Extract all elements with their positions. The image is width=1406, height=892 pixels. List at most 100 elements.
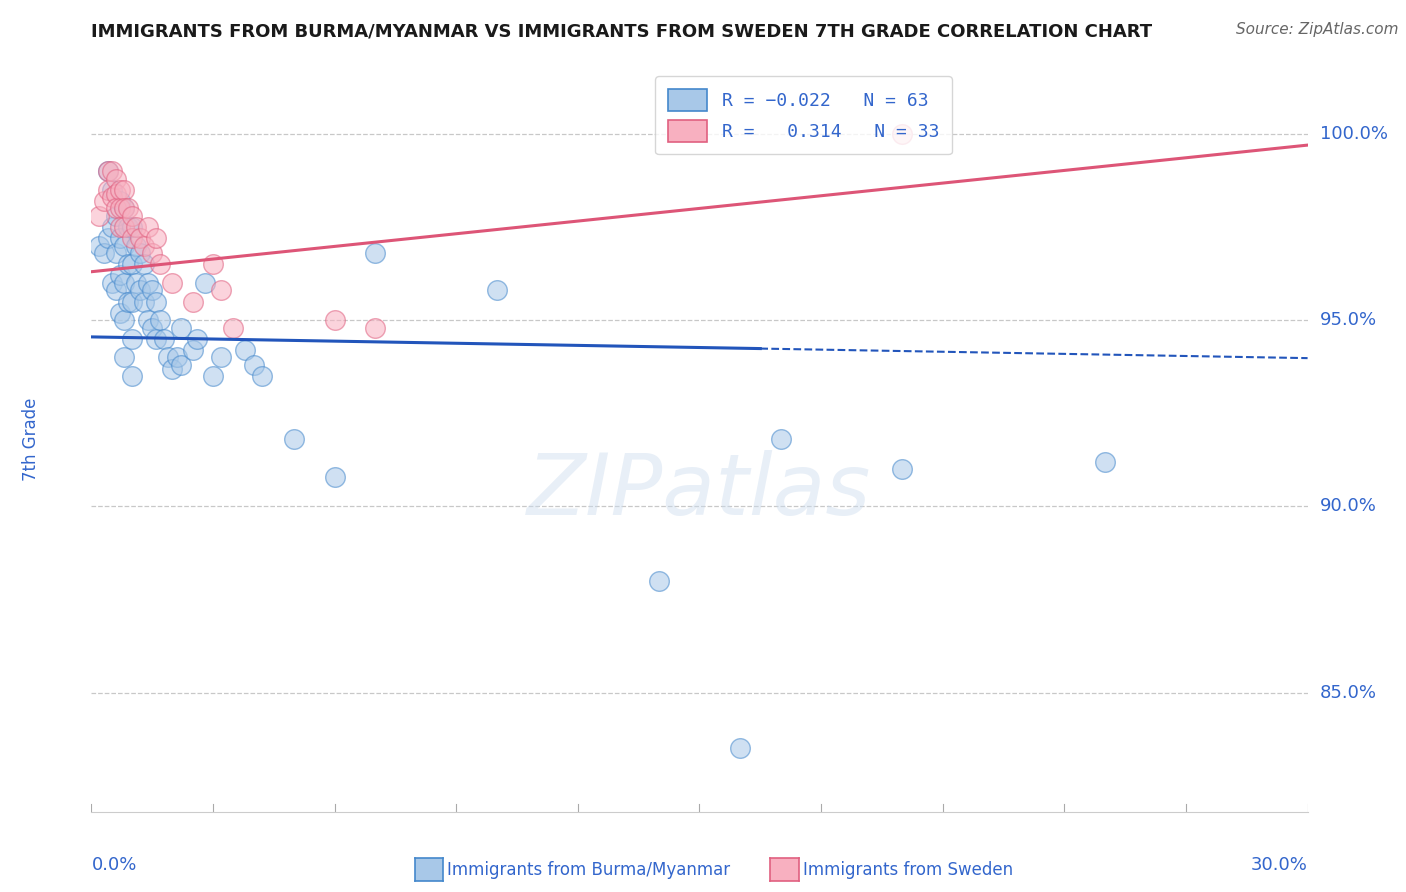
Point <box>104 202 127 216</box>
Point <box>100 183 122 197</box>
Point <box>112 202 135 216</box>
Point <box>132 294 155 309</box>
Point <box>323 469 346 483</box>
Point <box>194 276 217 290</box>
Point <box>117 257 139 271</box>
Point <box>97 164 120 178</box>
Point <box>153 332 176 346</box>
Point <box>186 332 208 346</box>
Point <box>125 238 148 252</box>
Text: 0.0%: 0.0% <box>91 856 136 874</box>
Point <box>100 164 122 178</box>
Point <box>136 313 159 327</box>
Point <box>283 432 305 446</box>
Point <box>169 320 191 334</box>
Text: 30.0%: 30.0% <box>1251 856 1308 874</box>
Point <box>166 351 188 365</box>
Point <box>108 202 131 216</box>
Point <box>250 369 273 384</box>
Point <box>209 284 232 298</box>
Point <box>145 332 167 346</box>
Legend: R = −0.022   N = 63, R =   0.314   N = 33: R = −0.022 N = 63, R = 0.314 N = 33 <box>655 76 952 154</box>
Point <box>364 320 387 334</box>
Point <box>162 276 184 290</box>
Point <box>323 313 346 327</box>
Point <box>97 183 120 197</box>
Point <box>1094 455 1116 469</box>
Point <box>112 276 135 290</box>
Text: 100.0%: 100.0% <box>1320 125 1388 143</box>
Text: 85.0%: 85.0% <box>1320 683 1376 701</box>
Point <box>129 284 152 298</box>
Point <box>769 432 792 446</box>
Point <box>235 343 257 357</box>
Point <box>149 313 172 327</box>
Point <box>93 194 115 208</box>
Point <box>149 257 172 271</box>
Point <box>129 246 152 260</box>
Point <box>93 246 115 260</box>
Point <box>169 358 191 372</box>
Point <box>112 313 135 327</box>
Text: IMMIGRANTS FROM BURMA/MYANMAR VS IMMIGRANTS FROM SWEDEN 7TH GRADE CORRELATION CH: IMMIGRANTS FROM BURMA/MYANMAR VS IMMIGRA… <box>91 22 1153 40</box>
Point <box>891 462 914 476</box>
Point <box>648 574 671 588</box>
Point <box>108 194 131 208</box>
Point <box>104 209 127 223</box>
Point <box>121 294 143 309</box>
Point <box>112 238 135 252</box>
Point <box>121 257 143 271</box>
Point <box>181 343 204 357</box>
Point <box>100 190 122 204</box>
Point <box>97 231 120 245</box>
Point <box>100 276 122 290</box>
Point <box>242 358 264 372</box>
Point <box>108 183 131 197</box>
Point <box>104 246 127 260</box>
Point <box>121 369 143 384</box>
Point <box>112 183 135 197</box>
Point <box>141 246 163 260</box>
Point <box>108 231 131 245</box>
Point <box>891 127 914 141</box>
Point <box>104 284 127 298</box>
Point <box>104 171 127 186</box>
Point <box>117 294 139 309</box>
Point <box>89 209 111 223</box>
Text: 7th Grade: 7th Grade <box>21 398 39 481</box>
Text: Source: ZipAtlas.com: Source: ZipAtlas.com <box>1236 22 1399 37</box>
Text: 90.0%: 90.0% <box>1320 498 1376 516</box>
Point <box>89 238 111 252</box>
Point <box>117 220 139 235</box>
Point <box>125 276 148 290</box>
Point <box>202 257 225 271</box>
Point <box>121 220 143 235</box>
Point <box>162 361 184 376</box>
Point <box>136 276 159 290</box>
Point <box>728 741 751 756</box>
Point <box>112 351 135 365</box>
Point <box>104 186 127 201</box>
Point <box>141 284 163 298</box>
Point <box>141 320 163 334</box>
Point <box>112 202 135 216</box>
Point <box>125 220 148 235</box>
Point <box>108 268 131 283</box>
Point <box>108 306 131 320</box>
Text: Immigrants from Sweden: Immigrants from Sweden <box>803 861 1012 879</box>
Point <box>181 294 204 309</box>
Point <box>222 320 245 334</box>
Point <box>202 369 225 384</box>
Point <box>112 220 135 235</box>
Point <box>117 202 139 216</box>
Point <box>132 238 155 252</box>
Point <box>157 351 180 365</box>
Point <box>364 246 387 260</box>
Point <box>121 231 143 245</box>
Point <box>132 257 155 271</box>
Point <box>145 294 167 309</box>
Point <box>100 220 122 235</box>
Text: 95.0%: 95.0% <box>1320 311 1376 329</box>
Point <box>485 284 508 298</box>
Point <box>136 220 159 235</box>
